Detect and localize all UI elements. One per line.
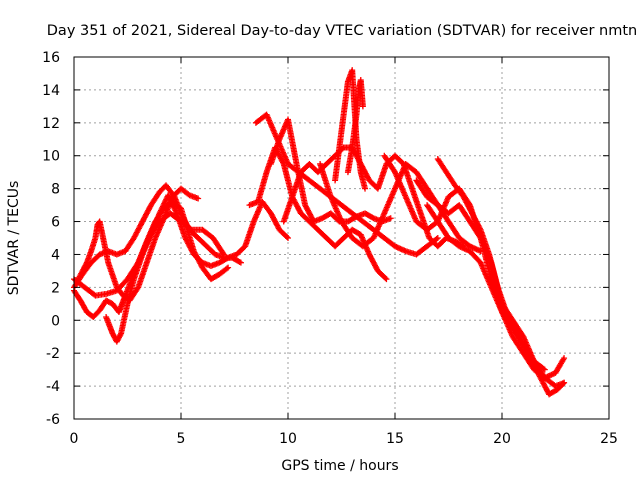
data-point: [187, 225, 194, 232]
data-point: [433, 235, 440, 242]
plot-frame: [73, 56, 610, 420]
data-point: [559, 380, 566, 387]
data-point: [382, 275, 389, 282]
series-track-5: [103, 210, 227, 345]
data-point: [359, 103, 366, 110]
x-tick-label: 5: [177, 431, 186, 447]
y-tick-label: 0: [51, 313, 60, 329]
data-point: [383, 276, 390, 283]
data-point: [283, 233, 290, 240]
y-tick-label: -6: [46, 412, 60, 428]
series-track-11: [344, 77, 366, 176]
series-track-14: [424, 202, 568, 390]
x-tick-label: 0: [70, 431, 79, 447]
x-tick-label: 20: [493, 431, 511, 447]
y-tick-label: 12: [42, 116, 60, 132]
data-point: [560, 356, 567, 363]
chart-title: Day 351 of 2021, Sidereal Day-to-day VTE…: [47, 23, 637, 39]
y-tick-label: 8: [51, 182, 60, 198]
y-axis-label: SDTVAR / TECUs: [6, 181, 22, 296]
series-track-4: [75, 185, 202, 304]
data-point: [223, 265, 230, 272]
data-point: [540, 365, 547, 372]
y-tick-label: 2: [51, 280, 60, 296]
data-point: [225, 264, 232, 271]
data-point: [387, 215, 394, 222]
x-tick-label: 10: [279, 431, 297, 447]
data-point: [561, 355, 568, 362]
y-tick-label: 14: [42, 83, 60, 99]
data-points: [71, 67, 568, 398]
y-tick-label: -4: [46, 379, 60, 395]
y-tick-label: 6: [51, 215, 60, 231]
data-point: [236, 258, 243, 265]
data-point: [237, 259, 244, 266]
x-tick-label: 25: [600, 431, 618, 447]
series-track-8: [267, 116, 394, 225]
data-point: [434, 235, 441, 241]
series-track-16: [413, 177, 548, 373]
data-point: [561, 379, 568, 386]
x-axis-label: GPS time / hours: [281, 458, 398, 474]
y-tick-label: 10: [42, 149, 60, 165]
x-tick-label: 15: [386, 431, 404, 447]
y-tick-label: -2: [46, 346, 60, 362]
data-point: [285, 235, 291, 241]
ticks: 0 5 10 15 20 25 -6 -4 -2 0 2 4 6 8 10 12 14 16: [42, 50, 618, 447]
data-point: [541, 366, 548, 373]
data-point: [220, 251, 227, 258]
data-point: [219, 250, 226, 257]
series-track-3: [71, 198, 232, 320]
data-point: [362, 185, 369, 192]
y-tick-label: 16: [42, 50, 60, 66]
y-tick-label: 4: [51, 247, 60, 263]
grid: [74, 57, 609, 419]
data-point: [195, 195, 202, 202]
